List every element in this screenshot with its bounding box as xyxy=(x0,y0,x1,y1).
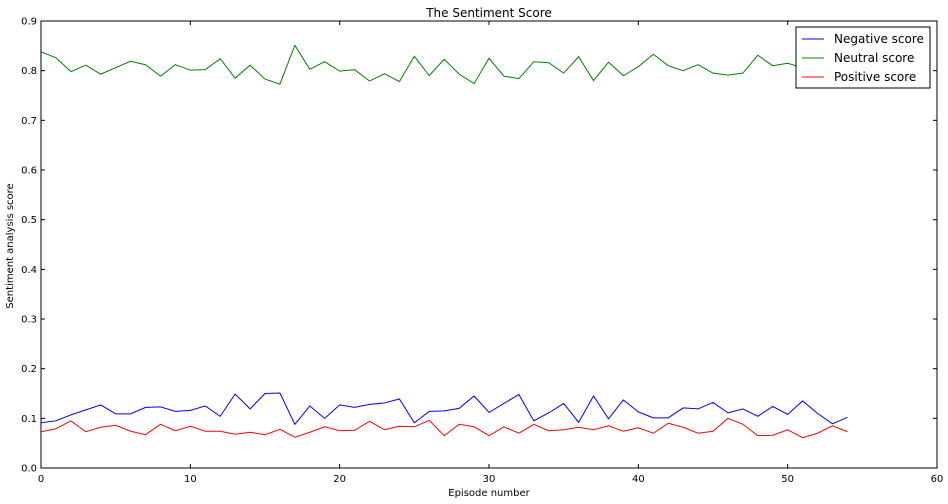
series-line-0 xyxy=(40,392,848,426)
chart-title: The Sentiment Score xyxy=(425,6,552,20)
x-tick-label: 10 xyxy=(184,474,197,485)
y-tick-label: 0.5 xyxy=(21,215,37,226)
y-tick-label: 0.0 xyxy=(21,464,37,475)
x-tick-label: 0 xyxy=(38,474,44,485)
y-tick-label: 0.4 xyxy=(21,265,37,276)
x-tick-label: 30 xyxy=(483,474,496,485)
series-line-2 xyxy=(40,417,848,439)
y-axis-title: Sentiment analysis score xyxy=(5,183,16,308)
x-axis-title: Episode number xyxy=(448,488,530,499)
x-tick-label: 40 xyxy=(632,474,645,485)
legend: Negative score Neutral score Positive scor… xyxy=(795,26,931,89)
x-tick-label: 60 xyxy=(931,474,944,485)
y-tick-label: 0.9 xyxy=(21,17,37,28)
legend-label-2: Positive score xyxy=(834,70,916,84)
legend-label-0: Negative score xyxy=(834,32,924,46)
legend-label-1: Neutral score xyxy=(834,51,914,65)
y-tick-label: 0.7 xyxy=(21,116,37,127)
y-tick-label: 0.3 xyxy=(21,315,37,326)
plot-area: 0 10 20 30 40 50 60 0.0 0.1 0.2 0.3 0.4 0.5 0.6 0.7 0.8… xyxy=(21,17,943,486)
y-tick-label: 0.8 xyxy=(21,66,37,77)
series-line-1 xyxy=(40,44,848,85)
x-tick-label: 20 xyxy=(333,474,346,485)
y-tick-label: 0.2 xyxy=(21,364,37,375)
y-tick-label: 0.1 xyxy=(21,414,37,425)
y-tick-label: 0.6 xyxy=(21,166,37,177)
x-tick-label: 50 xyxy=(781,474,794,485)
